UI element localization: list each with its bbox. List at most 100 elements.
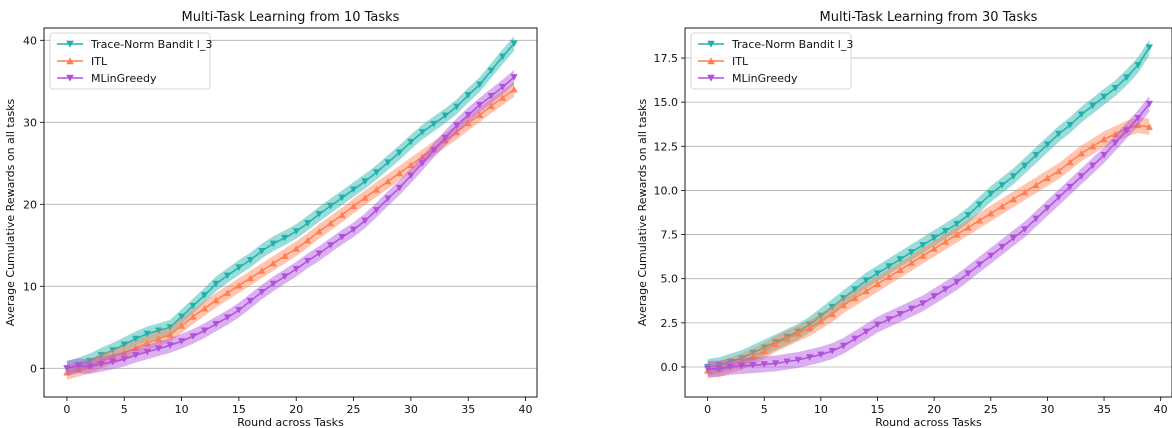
- x-tick-label: 5: [121, 403, 128, 416]
- data-point: [998, 182, 1006, 189]
- data-point: [919, 300, 927, 307]
- data-point: [361, 194, 369, 201]
- confidence-band: [707, 39, 1150, 375]
- y-tick-label: 40: [23, 34, 37, 47]
- data-point: [1089, 142, 1097, 150]
- data-point: [510, 74, 518, 81]
- data-point: [109, 358, 117, 366]
- chart-title: Multi-Task Learning from 30 Tasks: [820, 10, 1038, 25]
- series-mlingreedy: [63, 69, 518, 376]
- data-point: [74, 362, 82, 370]
- data-point: [919, 252, 927, 259]
- y-tick-label: 5.0: [661, 273, 679, 286]
- data-point: [964, 212, 972, 219]
- series-itl: [704, 117, 1153, 379]
- data-point: [1066, 122, 1074, 129]
- data-point: [361, 178, 369, 185]
- data-point: [246, 274, 254, 282]
- x-tick-label: 20: [927, 403, 941, 416]
- data-point: [930, 235, 938, 242]
- data-point: [212, 280, 220, 288]
- data-point: [749, 362, 757, 369]
- data-point: [873, 280, 882, 288]
- data-point: [327, 242, 335, 249]
- y-axis-label: Average Cumulative Rewards on all tasks: [636, 98, 649, 326]
- data-point: [281, 234, 289, 242]
- data-point: [964, 270, 972, 277]
- data-point: [395, 149, 404, 157]
- data-point: [726, 363, 734, 371]
- data-point: [372, 206, 381, 214]
- data-point: [975, 201, 984, 208]
- data-point: [189, 302, 197, 310]
- data-point: [783, 358, 791, 366]
- data-point: [132, 335, 140, 343]
- x-tick-label: 5: [761, 403, 768, 416]
- data-point: [851, 286, 859, 293]
- data-point: [1100, 135, 1108, 143]
- data-point: [63, 368, 71, 376]
- data-point: [1134, 114, 1142, 122]
- data-point: [258, 267, 266, 274]
- data-point: [349, 202, 358, 209]
- data-point: [349, 186, 358, 193]
- data-point: [1145, 100, 1153, 108]
- data-point: [1111, 130, 1119, 137]
- data-point: [109, 347, 117, 354]
- data-point: [338, 234, 346, 241]
- data-point: [453, 103, 461, 111]
- series-mlingreedy: [704, 95, 1153, 377]
- data-point: [281, 273, 289, 280]
- chart-panel-30-tasks: Multi-Task Learning from 30 Tasks 0 5 10 15 2…: [636, 10, 1172, 428]
- data-point: [177, 338, 186, 345]
- y-tick-label: 0: [30, 362, 37, 375]
- data-point: [212, 296, 220, 304]
- data-point: [953, 279, 961, 286]
- data-point: [896, 266, 904, 273]
- data-point: [63, 365, 71, 372]
- x-axis-label: Round across Tasks: [875, 416, 982, 428]
- data-point: [223, 272, 232, 280]
- chart-panel-10-tasks: Multi-Task Learning from 10 Tasks 0 5 10 15 2…: [4, 10, 538, 428]
- data-point: [166, 331, 174, 338]
- y-tick-label: 2.5: [661, 317, 679, 330]
- data-point: [1100, 152, 1108, 159]
- data-point: [258, 288, 266, 296]
- data-point: [862, 277, 870, 284]
- data-point: [177, 313, 186, 321]
- legend-marker: [707, 40, 715, 48]
- x-tick-label: 20: [289, 403, 303, 416]
- data-point: [975, 261, 984, 269]
- data-point: [987, 190, 995, 198]
- legend-entry-mlingreedy: MLinGreedy: [698, 72, 798, 85]
- data-point: [418, 129, 426, 136]
- y-tick-label: 0.0: [661, 361, 679, 374]
- legend-label: Trace-Norm Bandit l_3: [731, 38, 853, 51]
- x-tick-label: 25: [347, 403, 361, 416]
- data-point: [1009, 235, 1018, 242]
- legend-marker: [707, 74, 715, 82]
- data-point: [464, 119, 472, 127]
- data-point: [109, 353, 117, 360]
- data-point: [487, 102, 495, 109]
- data-point: [941, 227, 950, 235]
- series-line: [707, 47, 1150, 368]
- data-point: [817, 351, 825, 359]
- x-tick-label: 15: [871, 403, 885, 416]
- data-point: [862, 328, 870, 336]
- series-trace-norm-bandit-l-3: [704, 39, 1153, 375]
- legend-label: Trace-Norm Bandit l_3: [90, 38, 212, 51]
- data-point: [372, 169, 381, 176]
- data-point: [246, 257, 254, 264]
- data-point: [1111, 139, 1119, 147]
- data-point: [896, 256, 904, 263]
- data-point: [1021, 188, 1029, 196]
- legend-marker: [66, 74, 74, 82]
- data-point: [487, 67, 495, 75]
- data-point: [1032, 215, 1040, 223]
- data-point: [384, 195, 392, 202]
- data-point: [975, 217, 984, 224]
- data-point: [315, 227, 323, 235]
- legend-label: ITL: [91, 55, 108, 68]
